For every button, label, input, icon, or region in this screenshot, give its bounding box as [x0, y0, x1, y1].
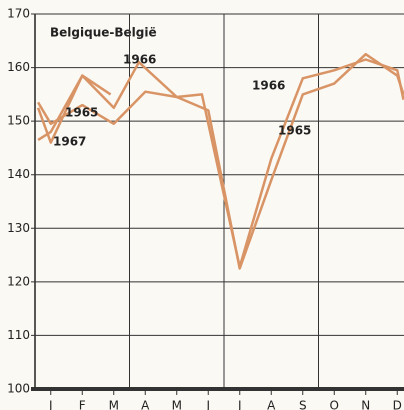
series-line — [36, 58, 404, 269]
x-tick-label: J — [48, 399, 53, 410]
x-tick-label: J — [237, 399, 242, 410]
x-tick-label: M — [109, 399, 119, 410]
x-tick-label: S — [299, 399, 307, 410]
y-tick-label: 120 — [7, 274, 30, 288]
y-tick-label: 130 — [7, 221, 30, 235]
series-label: 1965 — [65, 106, 98, 120]
x-tick-label: J — [205, 399, 210, 410]
y-tick-label: 140 — [7, 167, 30, 181]
series-label: 1966 — [123, 53, 156, 67]
series-label: 1967 — [53, 135, 86, 149]
x-tick-label: A — [141, 399, 150, 410]
y-tick-label: 150 — [7, 114, 30, 128]
x-tick-label: O — [330, 399, 339, 410]
series-label: 1966 — [252, 79, 285, 93]
x-tick-label: M — [172, 399, 182, 410]
y-tick-label: 170 — [7, 7, 30, 21]
y-tick-label: 160 — [7, 60, 30, 74]
y-tick-label: 110 — [7, 328, 30, 342]
y-tick-label: 100 — [7, 382, 30, 396]
x-tick-label: N — [361, 399, 370, 410]
chart-title: Belgique-België — [50, 26, 157, 40]
series-line — [37, 74, 112, 141]
x-tick-label: D — [393, 399, 402, 410]
series-label: 1965 — [278, 124, 311, 138]
x-tick-label: A — [267, 399, 276, 410]
x-tick-label: F — [79, 399, 86, 410]
